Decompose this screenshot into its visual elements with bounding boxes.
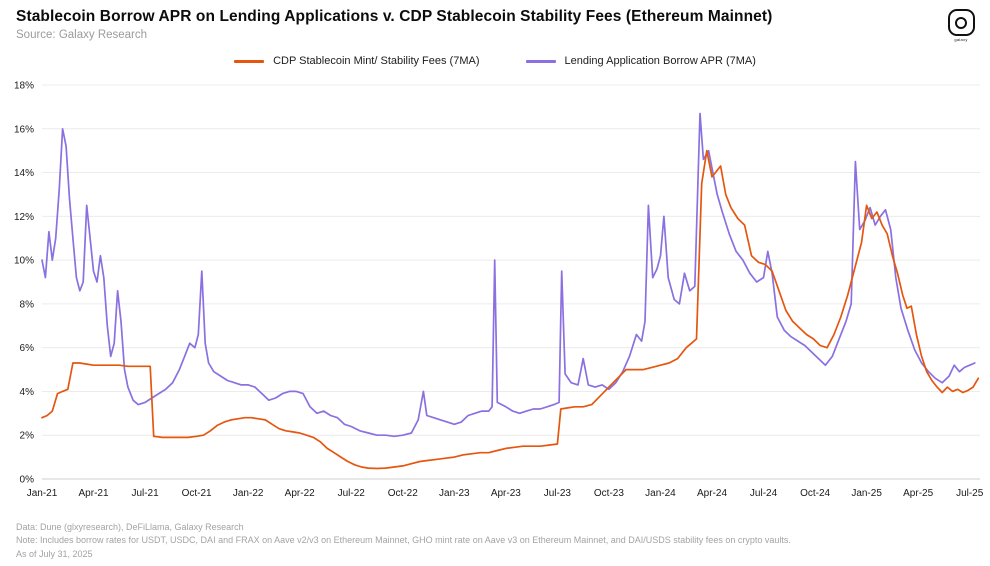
galaxy-logo-circle-icon xyxy=(955,16,967,29)
svg-text:12%: 12% xyxy=(14,212,34,223)
svg-text:Oct-24: Oct-24 xyxy=(800,488,830,499)
svg-text:Jan-25: Jan-25 xyxy=(851,488,882,499)
svg-text:4%: 4% xyxy=(20,387,35,398)
svg-text:Apr-22: Apr-22 xyxy=(285,488,315,499)
svg-text:Jul-22: Jul-22 xyxy=(338,488,366,499)
svg-text:6%: 6% xyxy=(20,343,35,354)
chart-legend: CDP Stablecoin Mint/ Stability Fees (7MA… xyxy=(0,53,990,69)
svg-text:Oct-21: Oct-21 xyxy=(182,488,212,499)
svg-text:Jul-24: Jul-24 xyxy=(750,488,778,499)
source-label: Source: Galaxy Research xyxy=(16,29,148,41)
svg-text:16%: 16% xyxy=(14,124,34,135)
legend-swatch-lending-apr xyxy=(525,59,556,63)
legend-swatch-cdp-fees xyxy=(234,59,265,63)
svg-text:Apr-21: Apr-21 xyxy=(79,488,109,499)
svg-text:8%: 8% xyxy=(20,299,35,310)
svg-text:Jan-22: Jan-22 xyxy=(233,488,264,499)
svg-text:0%: 0% xyxy=(20,475,35,486)
footer-note: Note: Includes borrow rates for USDT, US… xyxy=(16,535,791,545)
footer-as-of: As of July 31, 2025 xyxy=(16,548,93,559)
svg-text:Apr-24: Apr-24 xyxy=(697,488,727,499)
svg-text:Jan-23: Jan-23 xyxy=(439,488,470,499)
chart-footer: Data: Dune (glxyresearch), DeFiLlama, Ga… xyxy=(16,521,974,562)
svg-text:Oct-22: Oct-22 xyxy=(388,488,418,499)
svg-text:Apr-23: Apr-23 xyxy=(491,488,521,499)
svg-text:Jul-23: Jul-23 xyxy=(544,488,572,499)
galaxy-logo-frame xyxy=(947,9,975,36)
galaxy-logo-text: galaxy xyxy=(954,37,968,42)
legend-item-cdp-fees: CDP Stablecoin Mint/ Stability Fees (7MA… xyxy=(234,53,480,69)
svg-text:Jan-24: Jan-24 xyxy=(645,488,676,499)
galaxy-logo: galaxy xyxy=(944,9,978,42)
legend-label-cdp-fees: CDP Stablecoin Mint/ Stability Fees (7MA… xyxy=(273,55,480,67)
line-chart: 0% 2% 4% 6% 8% 10% 12% 14% 16% 18% Jan-21 Apr-21 Jul… xyxy=(14,81,984,500)
svg-text:18%: 18% xyxy=(14,81,34,92)
page-title: Stablecoin Borrow APR on Lending Applica… xyxy=(16,8,773,25)
svg-text:Apr-25: Apr-25 xyxy=(903,488,933,499)
svg-text:Jul-21: Jul-21 xyxy=(131,488,159,499)
legend-item-lending-apr: Lending Application Borrow APR (7MA) xyxy=(525,53,756,69)
svg-text:Jul-25: Jul-25 xyxy=(956,488,984,499)
svg-text:14%: 14% xyxy=(14,168,34,179)
svg-text:2%: 2% xyxy=(20,431,35,442)
footer-data-source: Data: Dune (glxyresearch), DeFiLlama, Ga… xyxy=(16,521,244,532)
legend-label-lending-apr: Lending Application Borrow APR (7MA) xyxy=(564,55,756,67)
svg-text:Jan-21: Jan-21 xyxy=(27,488,58,499)
svg-text:Oct-23: Oct-23 xyxy=(594,488,624,499)
svg-text:10%: 10% xyxy=(14,256,34,267)
